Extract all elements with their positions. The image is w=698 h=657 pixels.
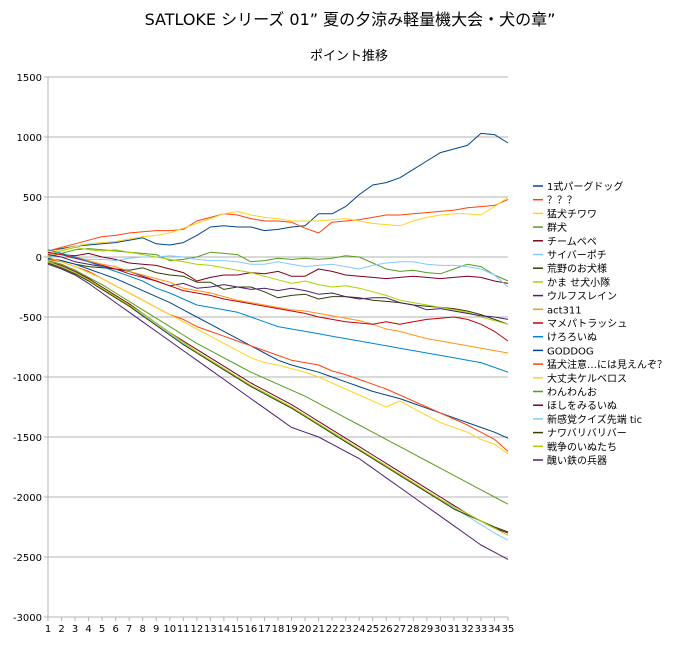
legend-label: 群犬 [547, 221, 567, 234]
y-tick-label: -500 [19, 313, 42, 324]
series-line-11 [47, 251, 509, 342]
chart-title: SATLOKE シリーズ 01” 夏の夕涼み軽量機大会・犬の章” [145, 10, 556, 29]
series-line-9 [47, 254, 509, 320]
series-line-20 [47, 261, 509, 536]
legend-label: わんわんお [547, 387, 597, 399]
x-tick-label: 33 [475, 624, 488, 635]
series-line-7 [47, 257, 509, 325]
legend-label: けろろいぬ [547, 332, 597, 344]
legend-label: ？？？ [547, 196, 577, 207]
legend-label: 猛犬注意…には見えんぞ？ [547, 358, 667, 371]
x-tick-label: 9 [153, 624, 159, 635]
x-tick-label: 34 [488, 624, 501, 635]
legend-label: act311 [547, 305, 582, 316]
y-tick-label: -3000 [13, 613, 42, 624]
x-tick-label: 15 [231, 624, 244, 635]
x-tick-label: 3 [72, 624, 78, 635]
x-tick-label: 31 [448, 624, 461, 635]
legend-label: ナワバリバリバー [547, 428, 627, 440]
x-tick-label: 28 [407, 624, 420, 635]
series-line-15 [47, 256, 509, 455]
chart-subtitle: ポイント推移 [310, 49, 388, 64]
legend-label: 新感覚クイズ先端 tic [547, 413, 642, 426]
x-tick-label: 8 [140, 624, 146, 635]
legend-label: 荒野のお犬様 [547, 262, 607, 275]
y-tick-label: -1000 [13, 373, 42, 384]
series-line-8 [47, 246, 509, 325]
x-tick-label: 21 [312, 624, 325, 635]
x-tick-label: 30 [434, 624, 447, 635]
legend-label: ほしをみるいぬ [547, 400, 617, 412]
x-tick-label: 19 [285, 624, 298, 635]
x-tick-label: 17 [258, 624, 271, 635]
x-tick-label: 29 [420, 624, 433, 635]
legend-label: サイバーポチ [547, 250, 607, 262]
x-tick-label: 7 [126, 624, 132, 635]
series-line-13 [47, 257, 509, 439]
x-tick-label: 4 [85, 624, 91, 635]
x-tick-label: 11 [177, 624, 190, 635]
x-tick-label: 23 [339, 624, 352, 635]
x-tick-label: 24 [353, 624, 366, 635]
legend-label: GODDOG [547, 346, 594, 357]
y-tick-label: -2500 [13, 553, 42, 564]
series-line-16 [47, 260, 509, 505]
x-tick-label: 13 [204, 624, 217, 635]
x-tick-label: 32 [461, 624, 474, 635]
legend-label: チームペペ [547, 236, 597, 248]
x-tick-label: 6 [112, 624, 118, 635]
x-tick-label: 12 [190, 624, 203, 635]
series-line-2 [47, 198, 509, 252]
x-tick-label: 10 [163, 624, 176, 635]
x-tick-label: 22 [326, 624, 339, 635]
series-lines [47, 132, 509, 560]
legend-label: 1式パーグドッグ [547, 180, 623, 193]
axes: 1500 1000 500 0 -500 -1000 -1500 -2000 -2500 -300… [13, 73, 514, 635]
x-tick-label: 35 [502, 624, 515, 635]
series-line-19 [47, 262, 509, 533]
series-line-3 [47, 196, 509, 252]
y-tick-label: 0 [36, 253, 42, 264]
legend-label: 大丈夫ケルベロス [547, 372, 627, 385]
series-line-5 [47, 252, 509, 284]
gridlines [48, 76, 508, 618]
series-line-17 [47, 261, 509, 534]
legend-label: かま せ犬小隊 [547, 276, 610, 289]
series-line-1 [47, 132, 509, 252]
x-tick-label: 26 [380, 624, 393, 635]
x-tick-label: 20 [299, 624, 312, 635]
legend-label: 戦争のいぬたち [547, 440, 617, 453]
series-line-6 [47, 255, 509, 288]
y-tick-label: 1500 [17, 73, 42, 84]
series-line-10 [47, 252, 509, 354]
legend-label: 猛犬チワワ [547, 207, 597, 220]
legend-label: ウルフスレイン [547, 291, 617, 303]
series-line-21 [47, 263, 509, 560]
y-tick-label: 1000 [17, 133, 42, 144]
legend-label: マメパトラッシュ [547, 318, 627, 330]
x-tick-label: 25 [366, 624, 379, 635]
y-tick-label: 500 [23, 193, 42, 204]
x-tick-label: 27 [393, 624, 406, 635]
series-line-12 [47, 249, 509, 373]
x-tick-label: 16 [245, 624, 258, 635]
x-tick-label: 18 [272, 624, 285, 635]
y-tick-label: -2000 [13, 493, 42, 504]
x-tick-label: 1 [45, 624, 51, 635]
legend-label: 醜い鉄の兵器 [547, 454, 607, 467]
x-tick-label: 14 [218, 624, 231, 635]
x-tick-label: 5 [99, 624, 105, 635]
x-tick-label: 2 [58, 624, 64, 635]
y-tick-label: -1500 [13, 433, 42, 444]
